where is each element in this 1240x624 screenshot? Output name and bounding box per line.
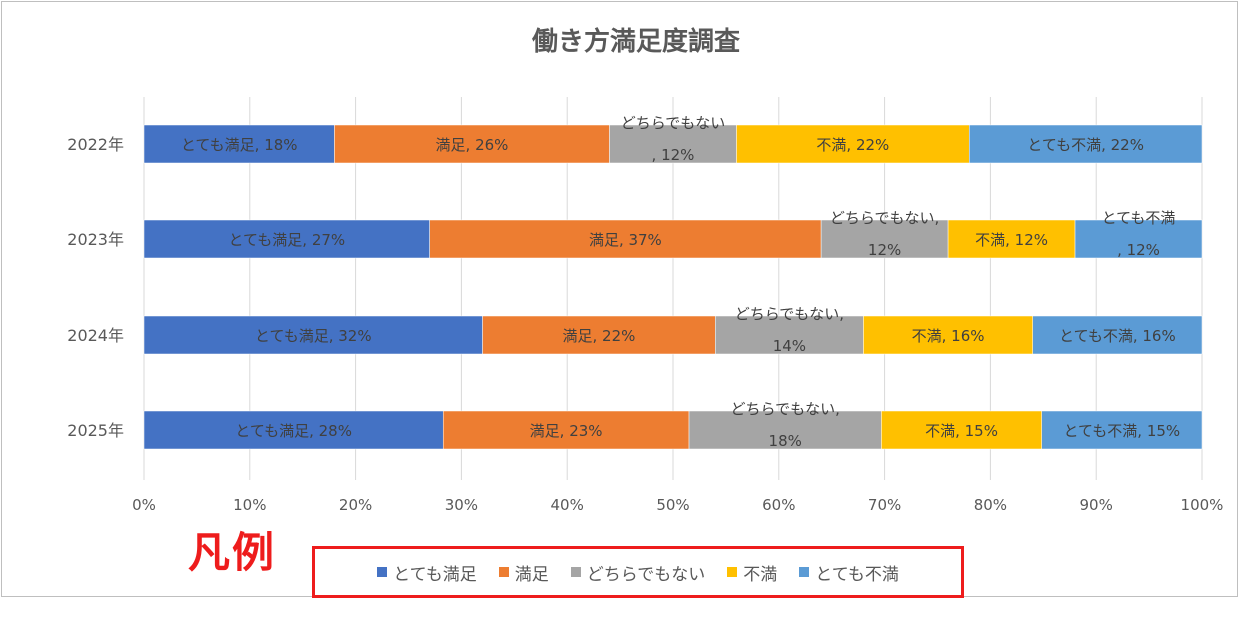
legend-swatch	[727, 567, 738, 577]
bar-segment	[609, 124, 737, 164]
data-label: どちらでもない	[621, 114, 726, 132]
data-label: , 12%	[652, 146, 695, 164]
x-tick-label: 30%	[445, 496, 478, 514]
x-tick-label: 40%	[551, 496, 584, 514]
legend-label: 不満	[743, 564, 778, 585]
y-category-label: 2025年	[67, 421, 124, 440]
data-label: とても不満, 15%	[1064, 422, 1181, 440]
data-label: とても満足, 18%	[181, 136, 298, 154]
legend-swatch	[799, 567, 810, 577]
data-labels: とても満足, 18% 満足, 26%どちらでもない, 12%不満, 22% とても不…	[181, 114, 1180, 450]
legend-item: とても満足	[377, 560, 477, 585]
bar-segment	[143, 219, 430, 259]
data-label: どちらでもない,	[731, 400, 840, 418]
bar-segment	[143, 124, 335, 164]
data-label: 満足, 23%	[530, 422, 603, 440]
x-tick-label: 80%	[974, 496, 1007, 514]
chart: 働き方満足度調査 とても満足, 18% 満足, 26%どちらでもない, 12%不満…	[67, 26, 1223, 514]
data-label: 不満, 15%	[925, 422, 998, 440]
data-label: とても不満, 16%	[1059, 327, 1176, 345]
data-label: 満足, 26%	[436, 136, 509, 154]
legend-label: とても満足	[393, 564, 477, 585]
bar-segment	[143, 315, 483, 355]
x-tick-label: 70%	[868, 496, 901, 514]
legend-item: とても不満	[799, 560, 899, 585]
data-label: とても不満	[1102, 209, 1176, 227]
data-label: 18%	[769, 432, 802, 450]
bar-segment	[1032, 315, 1203, 355]
bar-segment	[968, 124, 1203, 164]
bar-segment	[482, 315, 716, 355]
data-label: どちらでもない,	[735, 305, 844, 323]
bar-segment	[736, 124, 970, 164]
data-label: 12%	[868, 241, 901, 259]
data-label: 満足, 22%	[562, 327, 635, 345]
bar-segment	[715, 315, 864, 355]
bar-segment	[1041, 410, 1203, 450]
data-label: とても満足, 27%	[228, 231, 345, 249]
legend-item: 満足	[498, 560, 549, 585]
legend-label: とても不満	[815, 564, 899, 585]
bar-segment	[863, 315, 1033, 355]
data-label: とても不満, 22%	[1027, 136, 1144, 154]
x-tick-label: 90%	[1080, 496, 1113, 514]
bars	[143, 124, 1203, 450]
data-label: 不満, 22%	[816, 136, 889, 154]
bar-segment	[947, 219, 1076, 259]
data-label: どちらでもない,	[830, 209, 939, 227]
data-label: 14%	[773, 337, 806, 355]
data-label: 満足, 37%	[589, 231, 662, 249]
legend-label: 満足	[514, 564, 549, 585]
data-label: 不満, 12%	[975, 231, 1048, 249]
chart-frame: 働き方満足度調査 とても満足, 18% 満足, 26% どちらでもない, 12% 不満…	[1, 1, 1238, 597]
legend-swatch	[498, 567, 509, 577]
legend-item: どちらでもない	[570, 560, 706, 585]
data-label: , 12%	[1117, 241, 1160, 259]
bar-segment	[334, 124, 610, 164]
bar-segment	[429, 219, 822, 259]
legend: とても満足 満足 どちらでもない 不満 とても不満	[312, 546, 964, 598]
x-tick-label: 60%	[762, 496, 795, 514]
data-label: 不満, 16%	[912, 327, 985, 345]
bar-segment	[688, 410, 882, 450]
data-label: とても満足, 32%	[255, 327, 372, 345]
x-tick-label: 50%	[656, 496, 689, 514]
legend-label: どちらでもない	[586, 564, 706, 585]
y-category-label: 2022年	[67, 135, 124, 154]
bar-segment	[881, 410, 1042, 450]
data-label: とても満足, 28%	[235, 422, 352, 440]
chart-title: 働き方満足度調査	[531, 26, 740, 57]
legend-swatch	[377, 567, 388, 577]
y-category-label: 2023年	[67, 230, 124, 249]
x-tick-label: 100%	[1181, 496, 1224, 514]
y-category-label: 2024年	[67, 326, 124, 345]
bar-segment	[442, 410, 690, 450]
x-tick-label: 10%	[233, 496, 266, 514]
x-axis-ticks: 0% 10% 20% 30% 40% 50% 60% 70% 80% 90% 100%	[132, 496, 1223, 514]
bar-segment	[1074, 219, 1203, 259]
y-axis-categories: 2022年 2023年 2024年 2025年	[67, 135, 124, 440]
legend-item: 不満	[727, 560, 777, 585]
legend-swatch	[570, 567, 581, 577]
x-tick-label: 20%	[339, 496, 372, 514]
bar-segment	[143, 410, 444, 450]
x-tick-label: 0%	[132, 496, 156, 514]
legend-callout-label: 凡例	[188, 528, 277, 577]
